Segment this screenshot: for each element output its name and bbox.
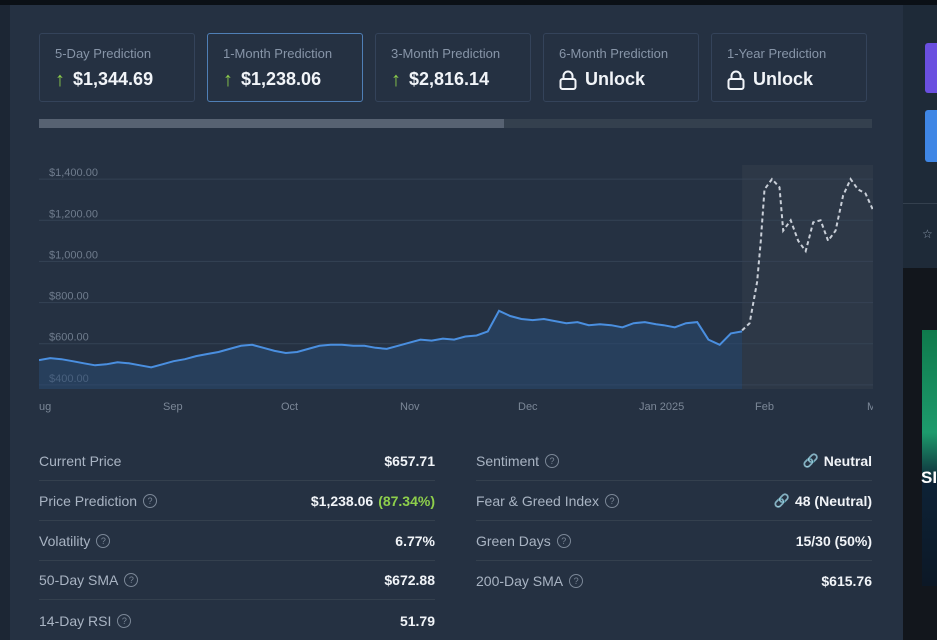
x-tick-label: Sep [163, 401, 183, 413]
x-tick-label: Dec [518, 401, 538, 413]
stat-value: 51.79 [399, 612, 435, 629]
x-tick-label: Ma [867, 401, 873, 413]
help-icon[interactable]: ? [117, 613, 132, 628]
y-tick-label: $1,400.00 [49, 167, 98, 179]
prediction-line [741, 177, 873, 332]
stat-label: 50-Day SMA [39, 572, 119, 588]
stat-value: Neutral [823, 453, 872, 469]
star-icon[interactable]: ☆ [922, 227, 933, 241]
lock-icon [559, 70, 577, 90]
stat-label: 14-Day RSI [39, 612, 112, 629]
stat-label: Current Price [39, 453, 122, 469]
stat-value: $672.88 [384, 572, 435, 588]
stat-label: Fear & Greed Index [476, 493, 599, 509]
card-value: $2,816.14 [409, 69, 490, 89]
stat-row-volatility: Volatility? 6.77% [39, 522, 435, 561]
lock-icon [727, 70, 745, 90]
stat-value: $1,238.06 [310, 493, 374, 509]
stat-value: 15/30 (50%) [795, 533, 872, 549]
arrow-up-icon: ↑ [55, 68, 65, 91]
ad-text: SI [921, 468, 937, 487]
forecast-region [742, 165, 873, 389]
x-tick-label: Jan 2025 [639, 401, 684, 413]
prediction-cards: 5-Day Prediction ↑ $1,344.69 1-Month Pre… [39, 33, 872, 104]
timeline-scroll-thumb[interactable] [39, 119, 504, 128]
card-label: 1-Year Prediction [727, 46, 827, 61]
timeline-scroll-track[interactable] [39, 119, 872, 128]
y-tick-label: $1,000.00 [49, 249, 98, 261]
stat-row-fear-greed: Fear & Greed Index? 🔗 48 (Neutral) [476, 482, 872, 521]
stat-value: 48 (Neutral) [794, 493, 872, 509]
stat-label: Volatility [39, 533, 91, 549]
stat-row-current-price: Current Price $657.71 [39, 442, 435, 481]
stat-row-200-day-sma: 200-Day SMA? $615.76 [476, 561, 872, 600]
card-1-year[interactable]: 1-Year Prediction Unlock [711, 33, 867, 102]
card-label: 5-Day Prediction [55, 46, 152, 61]
card-label: 1-Month Prediction [223, 46, 333, 61]
arrow-up-icon: ↑ [391, 68, 401, 91]
stat-change: (87.34%) [378, 493, 435, 509]
card-value: $1,344.69 [73, 69, 154, 89]
x-tick-label: Nov [400, 401, 420, 413]
help-icon[interactable]: ? [556, 534, 571, 548]
stat-row-price-prediction: Price Prediction? $1,238.06 (87.34%) [39, 482, 435, 521]
card-5-day[interactable]: 5-Day Prediction ↑ $1,344.69 [39, 33, 195, 102]
card-3-month[interactable]: 3-Month Prediction ↑ $2,816.14 [375, 33, 531, 102]
x-tick-label: ug [39, 401, 51, 413]
arrow-up-icon: ↑ [223, 68, 233, 91]
stat-value: $657.71 [384, 453, 435, 469]
side-button-purple[interactable] [925, 43, 937, 93]
stat-value: 6.77% [395, 533, 435, 549]
help-icon[interactable]: ? [96, 534, 111, 548]
link-icon[interactable]: 🔗 [773, 493, 790, 508]
stat-row-50-day-sma: 50-Day SMA? $672.88 [39, 561, 435, 600]
card-label: 3-Month Prediction [391, 46, 501, 61]
historical-price-line [39, 309, 743, 369]
stat-label: Price Prediction [39, 493, 138, 509]
historical-area [39, 310, 743, 389]
help-icon[interactable]: ? [569, 573, 584, 588]
y-tick-label: $800.00 [49, 291, 89, 303]
stat-label: 200-Day SMA [476, 572, 564, 589]
card-value: Unlock [753, 69, 814, 89]
stat-row-green-days: Green Days? 15/30 (50%) [476, 522, 872, 561]
help-icon[interactable]: ? [124, 573, 139, 587]
stat-label: Green Days [476, 533, 551, 549]
x-tick-label: Oct [281, 401, 298, 413]
help-icon[interactable]: ? [143, 494, 158, 508]
card-value: Unlock [585, 69, 646, 89]
stat-row-14-day-rsi: 14-Day RSI? 51.79 [39, 601, 435, 640]
top-bar [0, 0, 937, 5]
side-divider [903, 203, 937, 204]
side-button-blue[interactable] [925, 110, 937, 162]
card-1-month[interactable]: 1-Month Prediction ↑ $1,238.06 [207, 33, 363, 102]
ad-image[interactable] [922, 330, 937, 586]
price-chart: $400.00$600.00$800.00$1,000.00$1,200.00$… [39, 165, 873, 413]
stat-row-sentiment: Sentiment? 🔗 Neutral [476, 442, 872, 481]
card-value: $1,238.06 [241, 69, 322, 89]
stat-label: Sentiment [476, 453, 540, 469]
link-icon[interactable]: 🔗 [802, 453, 819, 468]
y-tick-label: $600.00 [49, 332, 89, 344]
card-label: 6-Month Prediction [559, 46, 669, 61]
y-tick-label: $1,200.00 [49, 208, 98, 220]
stat-value: $615.76 [821, 572, 872, 589]
help-icon[interactable]: ? [545, 454, 560, 468]
help-icon[interactable]: ? [604, 494, 619, 508]
x-tick-label: Feb [755, 401, 774, 413]
card-6-month[interactable]: 6-Month Prediction Unlock [543, 33, 699, 102]
